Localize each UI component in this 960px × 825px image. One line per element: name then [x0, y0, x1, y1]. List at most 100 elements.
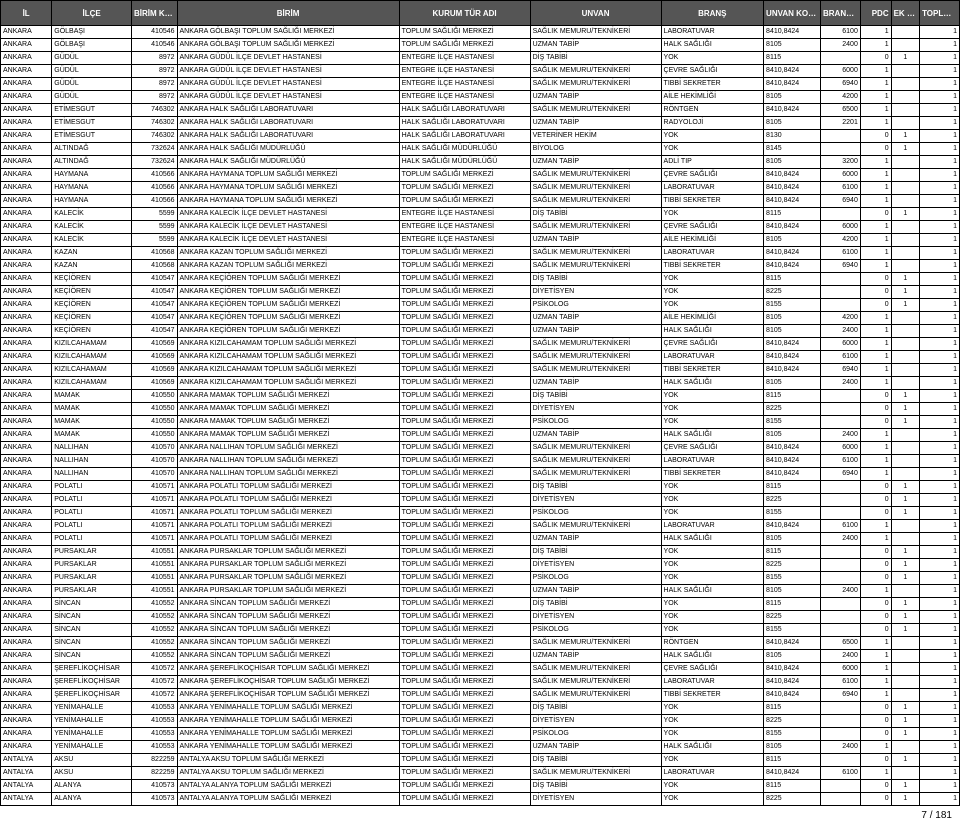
cell: 1	[891, 299, 919, 312]
cell: ANTALYA AKSU TOPLUM SAĞLIĞI MERKEZİ	[177, 754, 399, 767]
cell: HAYMANA	[52, 195, 132, 208]
cell: 1	[860, 156, 891, 169]
col-header: İL	[1, 1, 52, 26]
cell: ANKARA KEÇİÖREN TOPLUM SAĞLIĞI MERKEZİ	[177, 325, 399, 338]
cell	[820, 507, 860, 520]
col-header: TOPLAM PDC	[920, 1, 960, 26]
cell: NALLIHAN	[52, 455, 132, 468]
cell: ANKARA	[1, 117, 52, 130]
table-row: ANKARASİNCAN410552ANKARA SİNCAN TOPLUM S…	[1, 624, 960, 637]
cell: ANKARA POLATLI TOPLUM SAĞLIĞI MERKEZİ	[177, 494, 399, 507]
cell: ANKARA	[1, 468, 52, 481]
cell: 6100	[820, 520, 860, 533]
cell: YENİMAHALLE	[52, 728, 132, 741]
cell: 0	[860, 403, 891, 416]
cell: 1	[891, 702, 919, 715]
cell: ANTALYA	[1, 754, 52, 767]
cell: HALK SAĞLIĞI LABORATUVARI	[399, 117, 530, 130]
cell: UZMAN TABİP	[530, 312, 661, 325]
cell: YOK	[661, 715, 764, 728]
table-row: ANKARAPOLATLI410571ANKARA POLATLI TOPLUM…	[1, 507, 960, 520]
cell: DİŞ TABİBİ	[530, 598, 661, 611]
cell: 0	[860, 130, 891, 143]
cell: ŞEREFLİKOÇHİSAR	[52, 676, 132, 689]
cell: 8410,8424	[764, 455, 821, 468]
cell: 8105	[764, 377, 821, 390]
cell: 8115	[764, 546, 821, 559]
cell: SAĞLIK MEMURU/TEKNİKERİ	[530, 195, 661, 208]
cell: 8155	[764, 728, 821, 741]
cell	[820, 559, 860, 572]
cell: ANKARA	[1, 260, 52, 273]
cell: ANKARA	[1, 676, 52, 689]
cell: YOK	[661, 481, 764, 494]
cell: ANTALYA	[1, 767, 52, 780]
cell: ALTINDAĞ	[52, 156, 132, 169]
cell: YOK	[661, 754, 764, 767]
cell: 1	[860, 442, 891, 455]
cell: TIBBİ SEKRETER	[661, 195, 764, 208]
cell: KIZILCAHAMAM	[52, 351, 132, 364]
cell: 8972	[131, 91, 177, 104]
table-row: ANKARASİNCAN410552ANKARA SİNCAN TOPLUM S…	[1, 650, 960, 663]
cell: ANKARA GÜDÜL İLÇE DEVLET HASTANESİ	[177, 78, 399, 91]
cell: YOK	[661, 598, 764, 611]
cell: ANKARA	[1, 364, 52, 377]
cell	[891, 585, 919, 598]
cell: 8225	[764, 494, 821, 507]
cell: ŞEREFLİKOÇHİSAR	[52, 663, 132, 676]
cell: GÜDÜL	[52, 91, 132, 104]
cell: 2400	[820, 650, 860, 663]
cell: DİŞ TABİBİ	[530, 702, 661, 715]
cell: TOPLUM SAĞLIĞI MERKEZİ	[399, 442, 530, 455]
cell	[891, 39, 919, 52]
cell: 8410,8424	[764, 663, 821, 676]
cell: ANKARA	[1, 169, 52, 182]
cell: 410552	[131, 637, 177, 650]
cell: 0	[860, 286, 891, 299]
cell	[891, 338, 919, 351]
cell: ETİMESGUT	[52, 130, 132, 143]
cell: 1	[860, 221, 891, 234]
cell: TOPLUM SAĞLIĞI MERKEZİ	[399, 546, 530, 559]
cell: ANKARA	[1, 520, 52, 533]
cell: ANKARA	[1, 104, 52, 117]
cell: 6000	[820, 169, 860, 182]
cell: ANKARA	[1, 247, 52, 260]
cell: DİŞ TABİBİ	[530, 780, 661, 793]
cell: 410553	[131, 741, 177, 754]
cell: SAĞLIK MEMURU/TEKNİKERİ	[530, 26, 661, 39]
cell: UZMAN TABİP	[530, 39, 661, 52]
cell: ANKARA	[1, 351, 52, 364]
cell: 0	[860, 702, 891, 715]
cell: 1	[920, 351, 960, 364]
data-table: İLİLÇEBİRİM KODUBİRİMKURUM TÜR ADIUNVANB…	[0, 0, 960, 806]
table-row: ANKARASİNCAN410552ANKARA SİNCAN TOPLUM S…	[1, 611, 960, 624]
cell: 0	[860, 624, 891, 637]
cell: 8410,8424	[764, 65, 821, 78]
table-row: ANKARAŞEREFLİKOÇHİSAR410572ANKARA ŞEREFL…	[1, 663, 960, 676]
cell: TOPLUM SAĞLIĞI MERKEZİ	[399, 767, 530, 780]
cell: TOPLUM SAĞLIĞI MERKEZİ	[399, 650, 530, 663]
cell: YOK	[661, 208, 764, 221]
cell: ANKARA KAZAN TOPLUM SAĞLIĞI MERKEZİ	[177, 260, 399, 273]
col-header: UNVAN KODU	[764, 1, 821, 26]
cell: 8972	[131, 65, 177, 78]
cell: 410568	[131, 260, 177, 273]
cell: YOK	[661, 728, 764, 741]
cell: ANKARA	[1, 195, 52, 208]
table-row: ANKARAHAYMANA410566ANKARA HAYMANA TOPLUM…	[1, 195, 960, 208]
cell: 1	[860, 91, 891, 104]
cell: TOPLUM SAĞLIĞI MERKEZİ	[399, 754, 530, 767]
cell: 1	[860, 65, 891, 78]
cell: 746302	[131, 130, 177, 143]
table-row: ANKARANALLIHAN410570ANKARA NALLIHAN TOPL…	[1, 468, 960, 481]
cell: 410552	[131, 611, 177, 624]
cell: 1	[920, 793, 960, 806]
cell: 1	[891, 754, 919, 767]
cell: ENTEGRE İLÇE HASTANESİ	[399, 208, 530, 221]
cell: YENİMAHALLE	[52, 715, 132, 728]
cell: ANKARA	[1, 130, 52, 143]
cell: UZMAN TABİP	[530, 377, 661, 390]
cell: 6000	[820, 65, 860, 78]
